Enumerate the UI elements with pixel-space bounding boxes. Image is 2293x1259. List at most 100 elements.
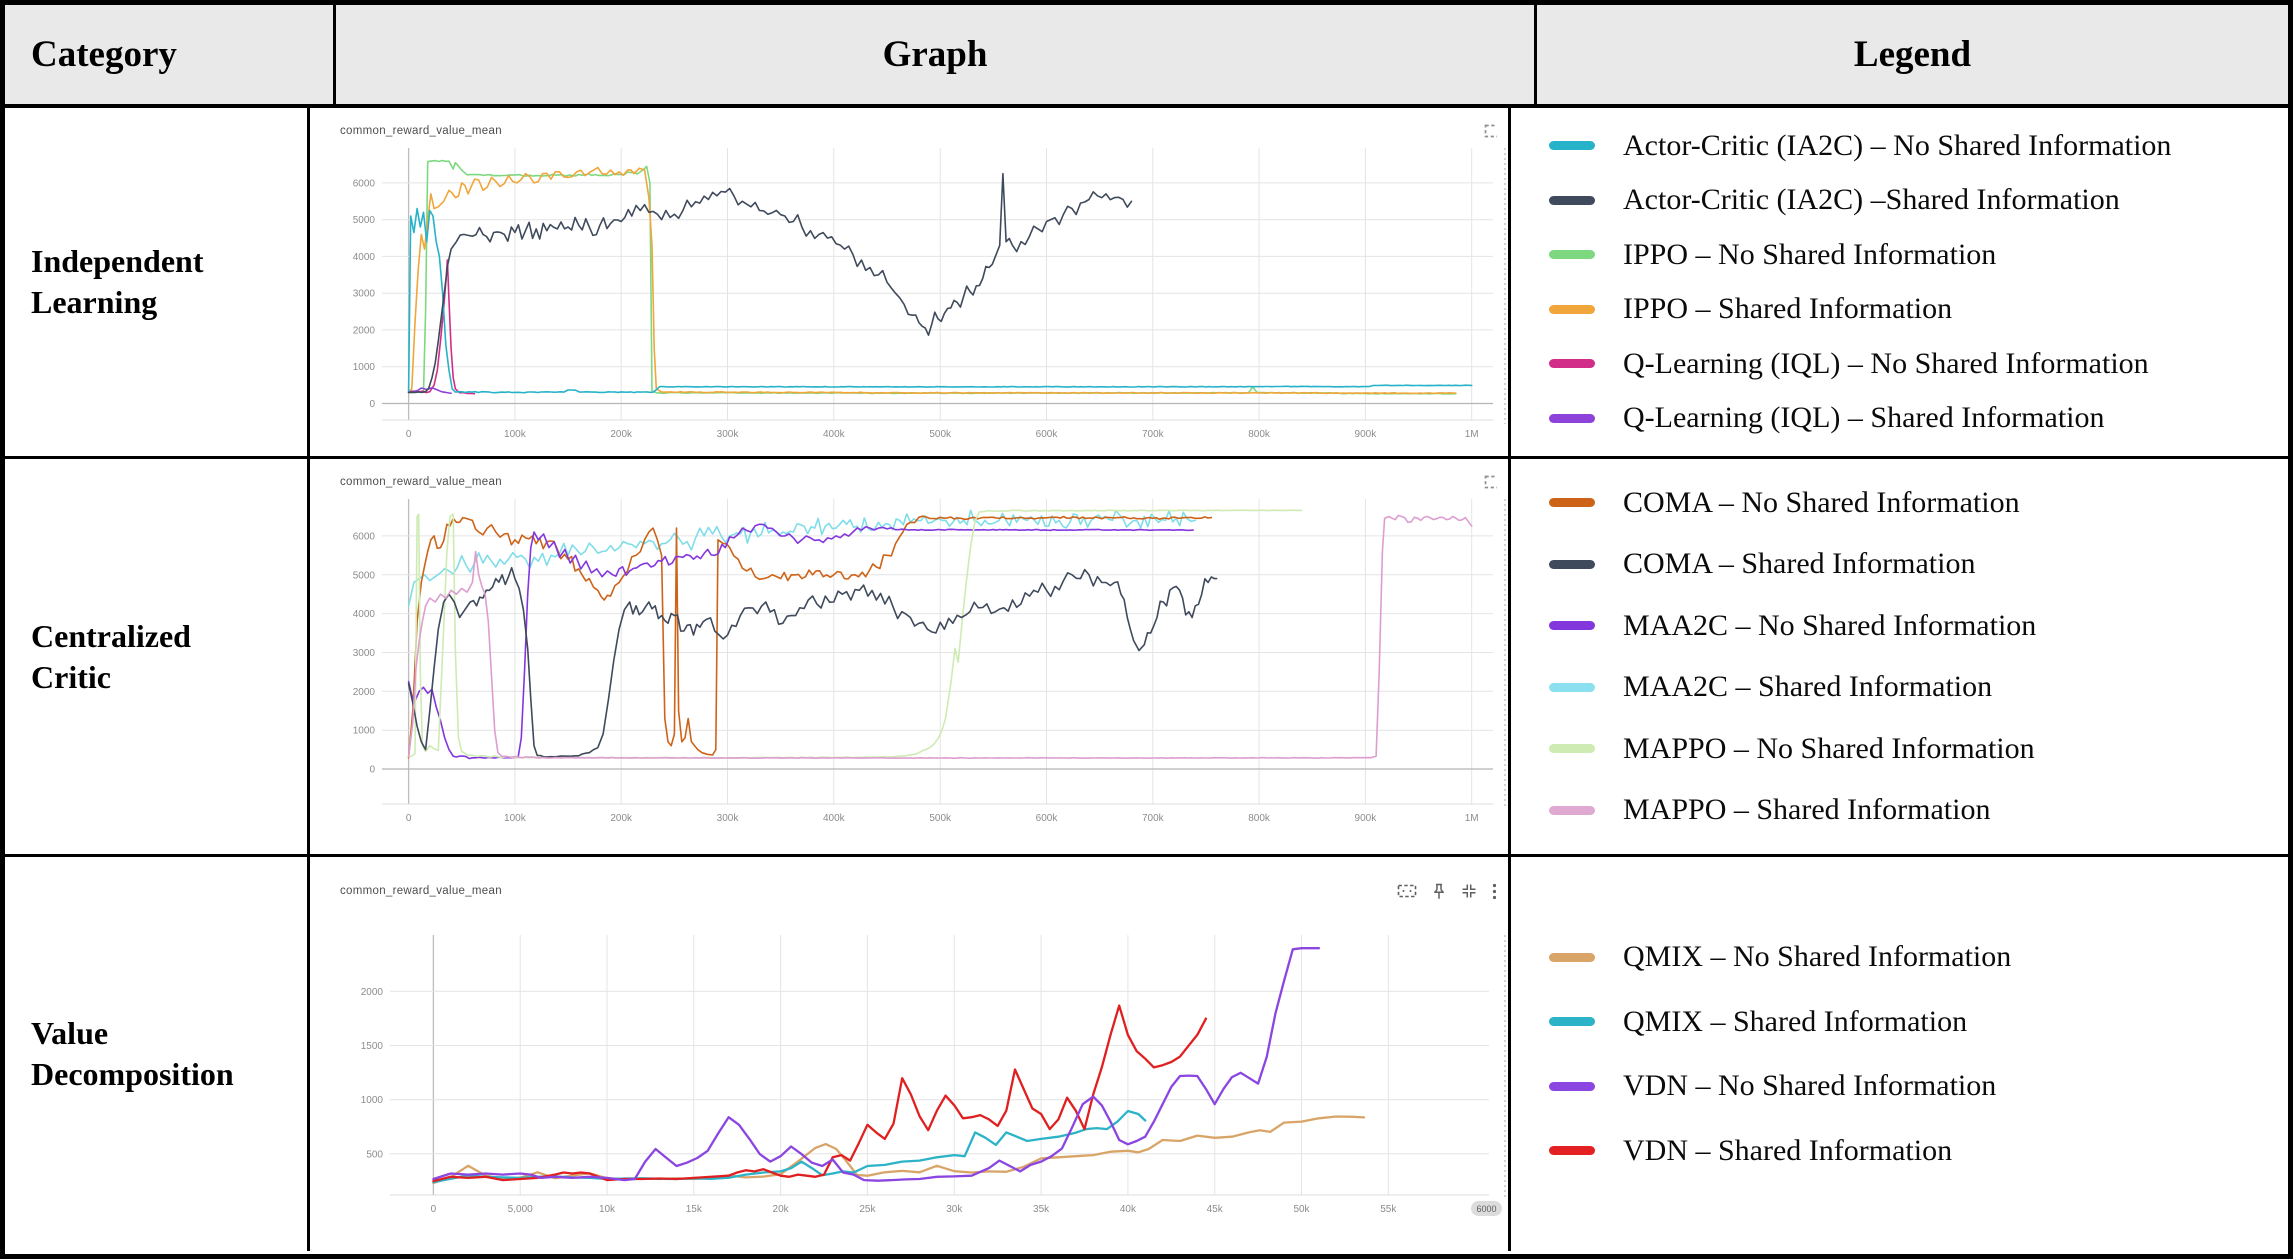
svg-text:0: 0 [406, 429, 412, 440]
category-label: Value Decomposition [31, 1015, 234, 1092]
legend-item: MAPPO – No Shared Information [1549, 732, 2288, 767]
svg-text:6000: 6000 [353, 531, 376, 542]
legend-swatch [1549, 805, 1595, 815]
legend-item: QMIX – Shared Information [1549, 1005, 2288, 1040]
row-centralized-critic: Centralized Critic common_reward_value_m… [5, 459, 2288, 857]
legend-label: COMA – No Shared Information [1623, 485, 2020, 519]
chart-icons [1397, 883, 1497, 900]
svg-text:5,000: 5,000 [508, 1204, 533, 1215]
legend-label: MAA2C – Shared Information [1623, 670, 1993, 703]
legend-label: IPPO – No Shared Information [1623, 237, 1997, 271]
legend-item: IPPO – Shared Information [1549, 292, 2288, 327]
legend-item: Q-Learning (IQL) – Shared Information [1549, 401, 2288, 436]
legend-label: Actor-Critic (IA2C) – No Shared Informat… [1623, 128, 2172, 162]
legend-item: QMIX – No Shared Information [1549, 940, 2288, 975]
svg-text:1000: 1000 [353, 362, 376, 373]
svg-text:5000: 5000 [353, 570, 376, 581]
svg-text:700k: 700k [1142, 813, 1165, 824]
legend-item: VDN – No Shared Information [1549, 1069, 2288, 1104]
svg-text:700k: 700k [1142, 429, 1165, 440]
svg-text:40k: 40k [1120, 1204, 1137, 1215]
reward-chart-svg[interactable]: 0 100k 200k 300k 400k 500k 600k 700k 800k 900k 1M 0… [332, 143, 1507, 452]
svg-text:0: 0 [431, 1204, 437, 1215]
svg-text:1M: 1M [1465, 813, 1479, 824]
svg-text:100k: 100k [504, 429, 527, 440]
wandb-chart-panel: common_reward_value_mean 0 100k 200k 300k 40… [332, 112, 1507, 452]
svg-text:1500: 1500 [361, 1041, 384, 1052]
region-select-icon[interactable] [1397, 883, 1417, 899]
svg-text:400k: 400k [823, 429, 846, 440]
svg-text:30k: 30k [946, 1204, 963, 1215]
panel-actions-partial-icon[interactable] [1484, 123, 1497, 139]
svg-text:4000: 4000 [353, 609, 376, 620]
wandb-chart-panel: common_reward_value_mean 0 100k 200k 300k 40… [332, 463, 1507, 850]
row-independent-learning: Independent Learning common_reward_value… [5, 108, 2288, 459]
legend-swatch [1549, 359, 1595, 369]
legend-item: MAPPO – Shared Information [1549, 793, 2288, 828]
legend-swatch [1549, 1081, 1595, 1091]
svg-text:2000: 2000 [353, 687, 376, 698]
legend-item: Actor-Critic (IA2C) – No Shared Informat… [1549, 129, 2288, 164]
legend-item: COMA – Shared Information [1549, 547, 2288, 582]
svg-text:900k: 900k [1355, 813, 1378, 824]
kebab-menu-icon[interactable] [1492, 883, 1497, 900]
legend-swatch [1549, 744, 1595, 754]
legend-label: Q-Learning (IQL) – Shared Information [1623, 401, 2105, 434]
legend-swatch [1549, 250, 1595, 260]
category-label: Centralized Critic [31, 617, 191, 695]
legend-list: Actor-Critic (IA2C) – No Shared Informat… [1511, 129, 2288, 436]
chart-icons [1484, 474, 1497, 490]
wandb-chart-panel: common_reward_value_mean 0 5,000 10k 15k 20k… [332, 861, 1507, 1247]
legend-label: MAA2C – No Shared Information [1623, 608, 2037, 642]
legend-item: MAA2C – Shared Information [1549, 670, 2288, 705]
legend-item: COMA – No Shared Information [1549, 486, 2288, 521]
row-value-decomposition: Value Decomposition common_reward_value_… [5, 857, 2288, 1251]
svg-text:3000: 3000 [353, 648, 376, 659]
svg-text:500k: 500k [929, 813, 952, 824]
legend-swatch [1549, 952, 1595, 962]
legend-label: QMIX – No Shared Information [1623, 940, 2012, 973]
svg-text:45k: 45k [1207, 1204, 1224, 1215]
svg-text:1000: 1000 [361, 1095, 384, 1106]
svg-text:200k: 200k [610, 813, 633, 824]
svg-text:200k: 200k [610, 429, 633, 440]
reward-chart-svg[interactable]: 0 100k 200k 300k 400k 500k 600k 700k 800k 900k 1M 0… [332, 494, 1507, 850]
svg-text:50k: 50k [1293, 1204, 1310, 1215]
legend-label: IPPO – Shared Information [1623, 292, 1953, 325]
svg-text:3000: 3000 [353, 289, 376, 300]
svg-text:800k: 800k [1248, 813, 1271, 824]
chart-title: common_reward_value_mean [340, 125, 502, 137]
svg-text:1M: 1M [1465, 429, 1479, 440]
legend-list: QMIX – No Shared Information QMIX – Share… [1511, 940, 2288, 1168]
svg-text:0: 0 [369, 399, 375, 410]
chart-icons [1484, 123, 1497, 139]
svg-text:2000: 2000 [361, 987, 384, 998]
pin-icon[interactable] [1432, 883, 1446, 900]
svg-text:10k: 10k [599, 1204, 616, 1215]
legend-label: VDN – Shared Information [1623, 1133, 1953, 1167]
svg-text:600k: 600k [1036, 429, 1059, 440]
legend-label: COMA – Shared Information [1623, 547, 1976, 580]
svg-text:15k: 15k [686, 1204, 703, 1215]
svg-text:55k: 55k [1380, 1204, 1397, 1215]
svg-text:300k: 300k [717, 813, 740, 824]
chart-title: common_reward_value_mean [340, 476, 502, 488]
legend-label: Q-Learning (IQL) – No Shared Information [1623, 346, 2149, 380]
svg-text:1000: 1000 [353, 726, 376, 737]
collapse-icon[interactable] [1461, 883, 1477, 899]
legend-swatch [1549, 195, 1595, 205]
svg-text:5000: 5000 [353, 215, 376, 226]
svg-text:500k: 500k [929, 429, 952, 440]
legend-swatch [1549, 498, 1595, 508]
legend-item: VDN – Shared Information [1549, 1134, 2288, 1169]
header-graph: Graph [336, 5, 1537, 104]
panel-actions-partial-icon[interactable] [1484, 474, 1497, 490]
svg-text:6000: 6000 [1476, 1204, 1496, 1214]
svg-text:0: 0 [369, 765, 375, 776]
svg-text:35k: 35k [1033, 1204, 1050, 1215]
svg-text:6000: 6000 [353, 178, 376, 189]
legend-swatch [1549, 413, 1595, 423]
reward-chart-svg[interactable]: 0 5,000 10k 15k 20k 25k 30k 35k 40k 45k 50k 55k 500 1… [332, 907, 1507, 1247]
legend-item: Q-Learning (IQL) – No Shared Information [1549, 347, 2288, 382]
